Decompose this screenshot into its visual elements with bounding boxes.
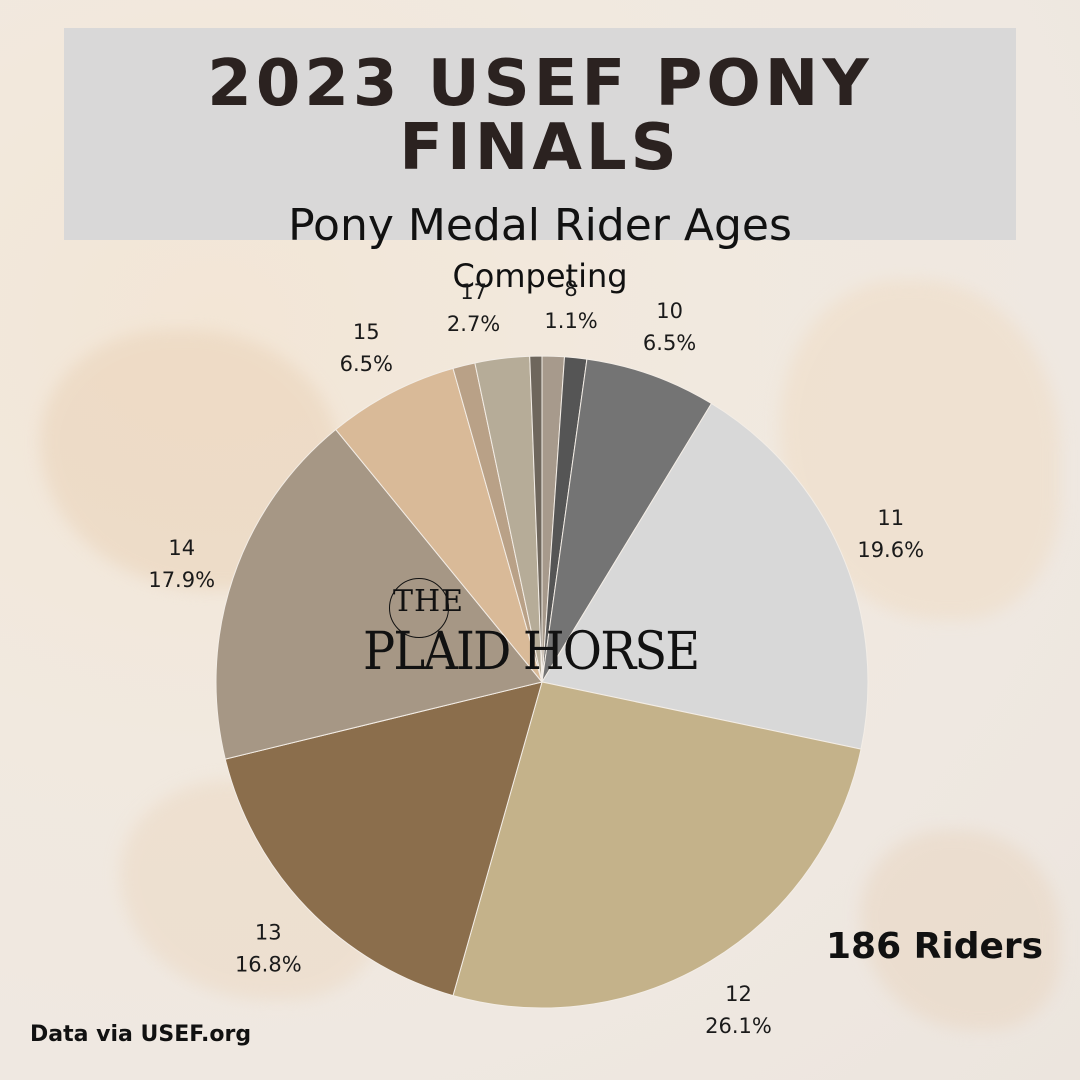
- slice-label-age-14: 14 17.9%: [148, 536, 215, 592]
- slice-percent-text: 19.6%: [857, 538, 924, 562]
- slice-percent-text: 26.1%: [705, 1014, 772, 1038]
- slice-percent-text: 6.5%: [340, 352, 393, 376]
- slice-label-age-11: 11 19.6%: [857, 506, 924, 562]
- header-banner: 2023 USEF PONY FINALS Pony Medal Rider A…: [64, 28, 1016, 292]
- page-title: 2023 USEF PONY FINALS: [207, 47, 873, 185]
- slice-age-text: 11: [877, 506, 904, 530]
- slice-percent-text: 16.8%: [235, 953, 302, 977]
- plaid-horse-logo: THE PLAID HORSE: [363, 578, 719, 686]
- slice-label-age-13: 13 16.8%: [235, 921, 302, 977]
- slice-age-text: 10: [656, 299, 683, 323]
- slice-label-age-12: 12 26.1%: [705, 982, 772, 1038]
- logo-circle-icon: [389, 578, 449, 638]
- slice-age-text: 14: [168, 536, 195, 560]
- slice-percent-text: 17.9%: [148, 568, 215, 592]
- pie-slice-age-12: [452, 681, 862, 1009]
- pie-slice-age-11: [541, 402, 869, 750]
- logo-the-text: THE: [393, 584, 465, 619]
- pie-slice-age-15: [335, 367, 543, 683]
- slice-age-text: 8: [564, 277, 577, 301]
- pie-slice-age-14: [215, 428, 543, 760]
- chart-subtitle: Pony Medal Rider Ages: [288, 200, 792, 251]
- slice-label-age-10: 10 6.5%: [643, 299, 696, 355]
- slice-age-text: 17: [460, 280, 487, 304]
- slice-age-text: 12: [725, 982, 752, 1006]
- logo-name-text: PLAID HORSE: [363, 622, 700, 682]
- slice-percent-text: 1.1%: [544, 309, 597, 333]
- pie-slice-age-13: [224, 681, 543, 997]
- slice-label-age-15: 15 6.5%: [340, 320, 393, 376]
- slice-percent-text: 2.7%: [447, 312, 500, 336]
- slice-label-age-8: 8 1.1%: [544, 277, 597, 333]
- pie-slice-age-18: [529, 355, 543, 683]
- slice-age-text: 13: [255, 921, 282, 945]
- slice-label-age-17: 17 2.7%: [447, 280, 500, 336]
- chart-caption: Competing: [452, 257, 628, 295]
- data-source: Data via USEF.org: [30, 1022, 252, 1047]
- pie-slice-age-10: [541, 358, 713, 683]
- slice-age-text: 15: [353, 320, 380, 344]
- background-stain: [860, 830, 1060, 1030]
- slice-percent-text: 6.5%: [643, 331, 696, 355]
- riders-total: 186 Riders: [826, 926, 1044, 967]
